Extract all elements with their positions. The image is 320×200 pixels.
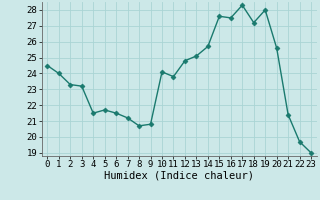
X-axis label: Humidex (Indice chaleur): Humidex (Indice chaleur) <box>104 171 254 181</box>
